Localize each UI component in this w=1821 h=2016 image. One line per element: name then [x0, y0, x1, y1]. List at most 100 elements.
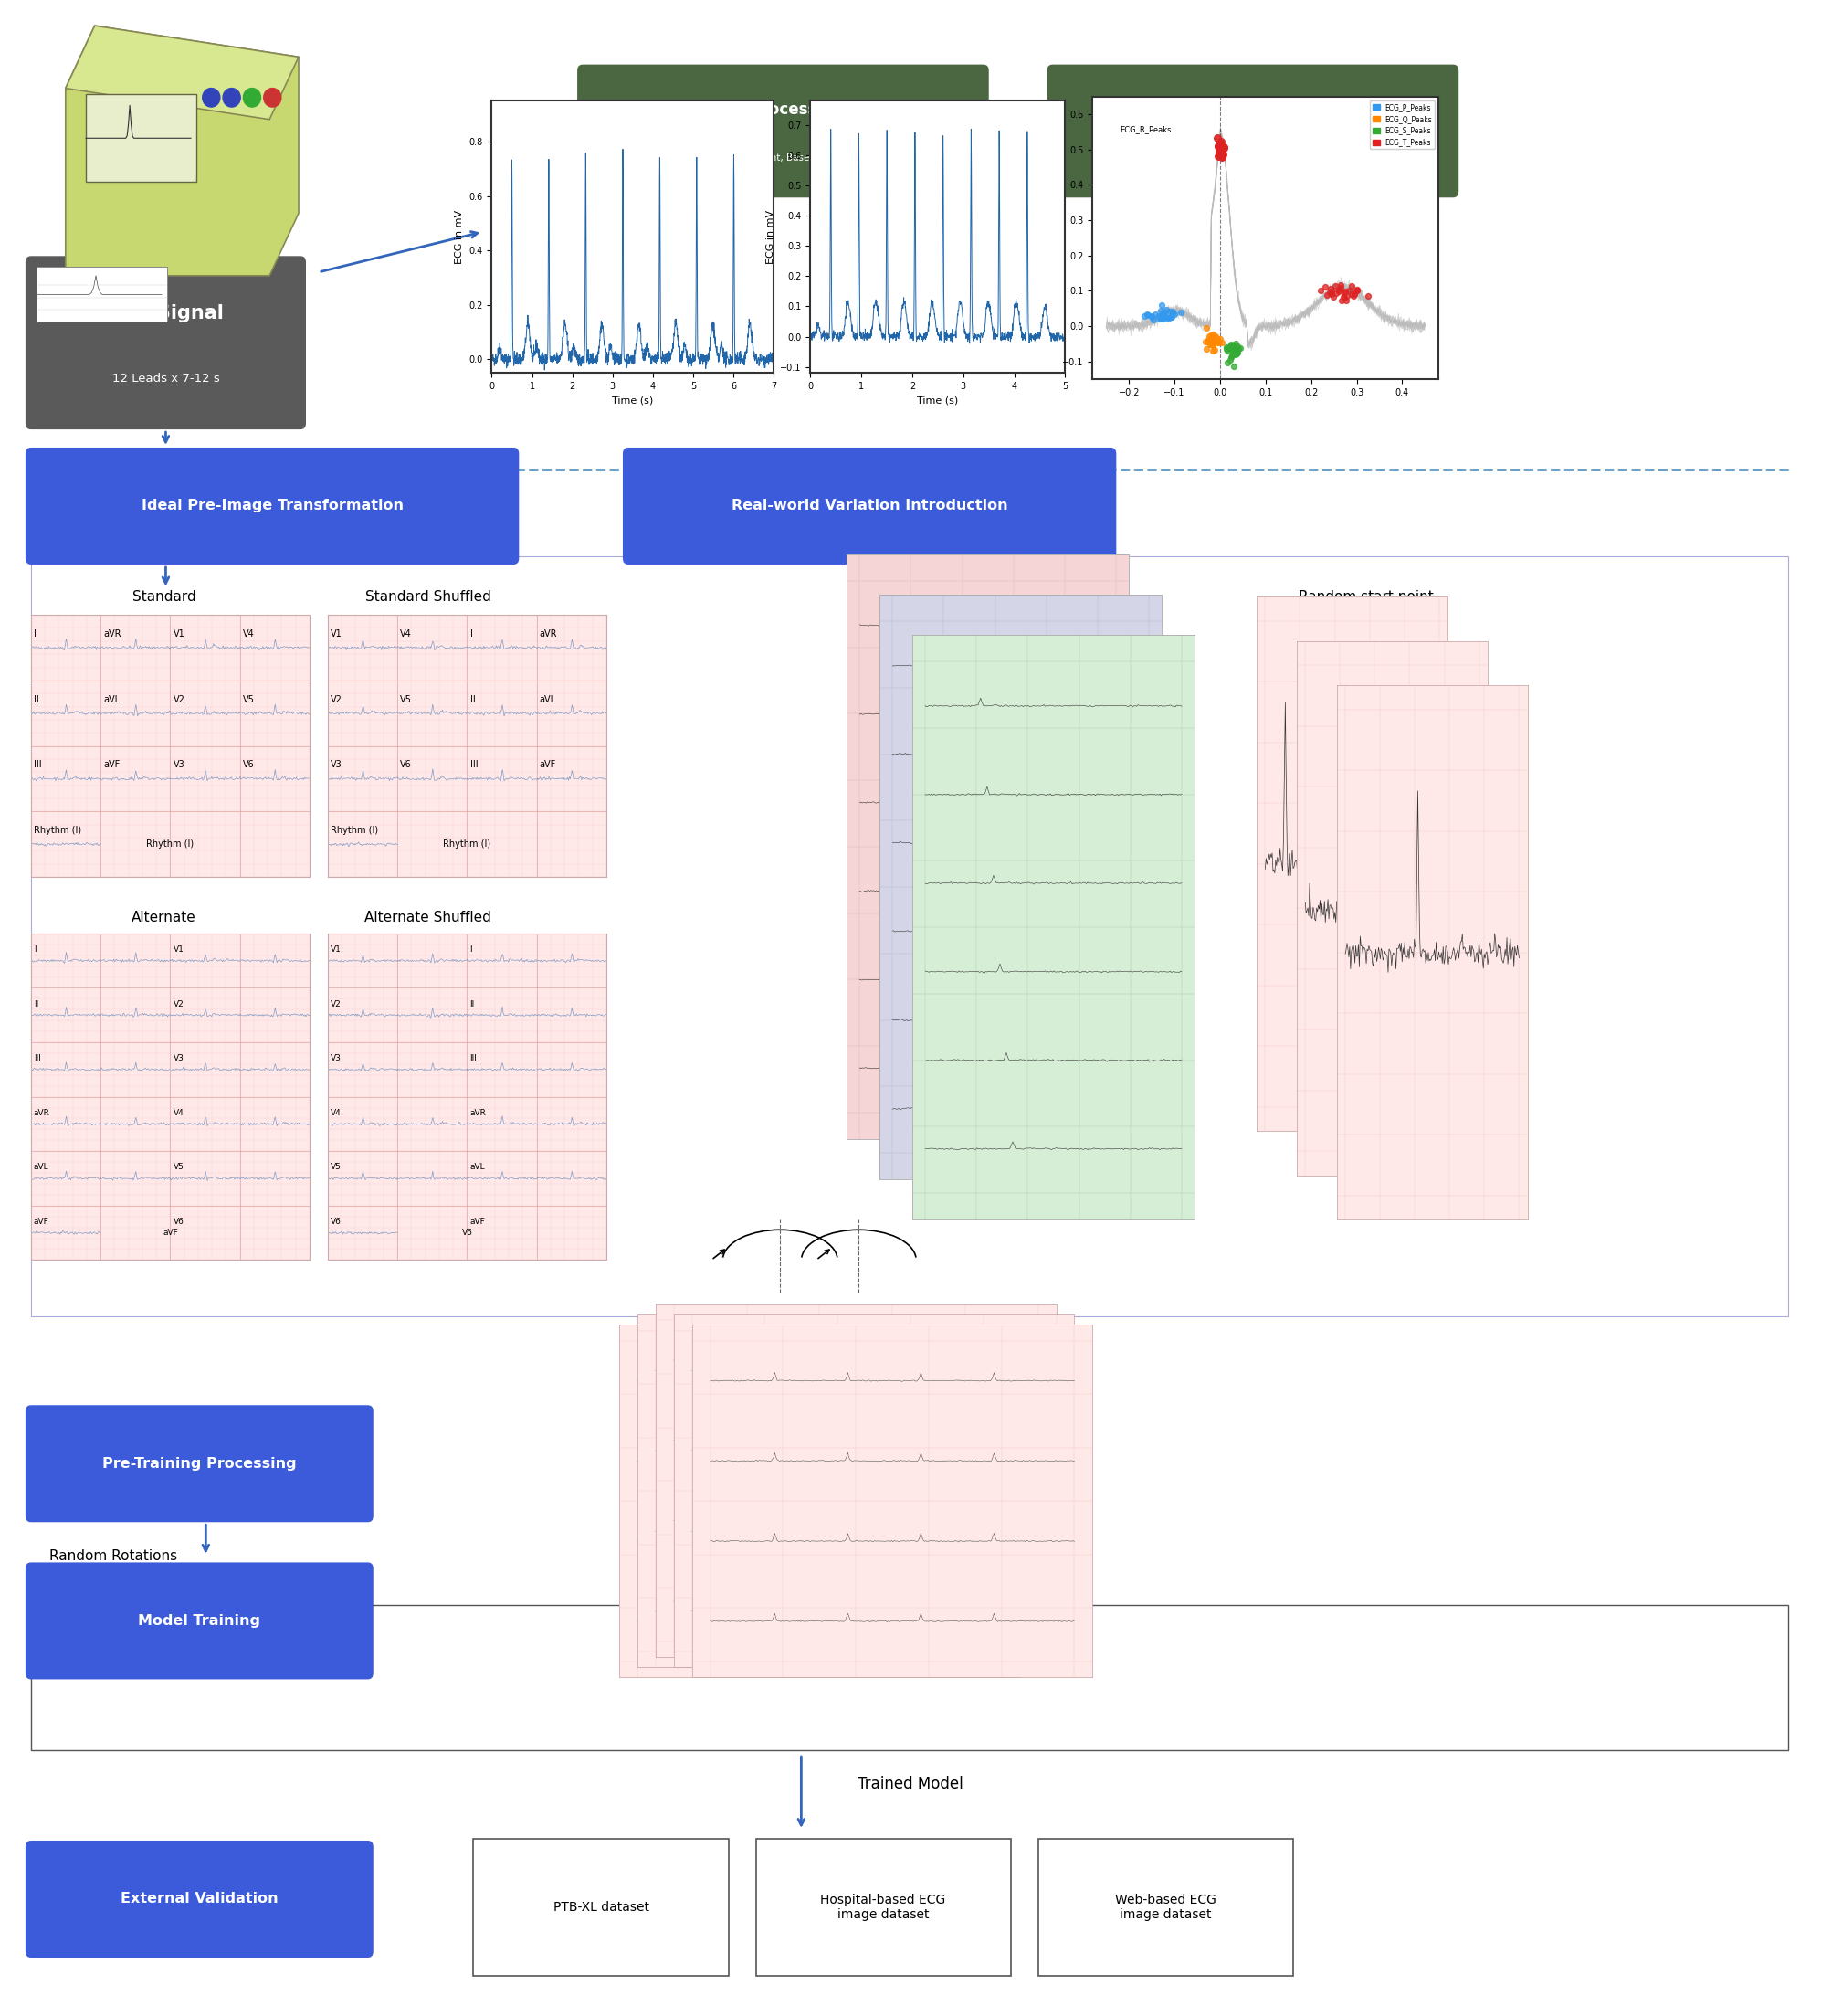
Text: Real-world Variation Introduction: Real-world Variation Introduction	[732, 500, 1007, 512]
Text: aVF: aVF	[35, 1218, 49, 1226]
Point	[1155, 302, 1184, 335]
Point	[1216, 329, 1246, 361]
Text: V2: V2	[173, 696, 184, 704]
Text: V1: V1	[173, 946, 184, 954]
Point	[1204, 129, 1233, 161]
Point	[1326, 272, 1355, 304]
Point	[1220, 339, 1249, 371]
Point	[1324, 276, 1353, 308]
Point	[1313, 278, 1342, 310]
Text: I: I	[470, 629, 472, 639]
Point	[1342, 274, 1371, 306]
Text: V1: V1	[331, 946, 341, 954]
Point	[1202, 327, 1231, 359]
Text: aVF: aVF	[539, 760, 555, 770]
Point	[1204, 139, 1233, 171]
Point	[1222, 337, 1251, 369]
FancyBboxPatch shape	[756, 1839, 1011, 1976]
Point	[1222, 337, 1251, 369]
Circle shape	[202, 89, 220, 107]
Text: Resampling, QRS Alignment, Baseline Wander Correction: Resampling, QRS Alignment, Baseline Wand…	[646, 153, 920, 161]
FancyBboxPatch shape	[1038, 1839, 1293, 1976]
Point	[1147, 300, 1176, 333]
Text: RR Mean: 878ms  SD: 80ms      ST Mean: 166ms  SD: 11ms: RR Mean: 878ms SD: 80ms ST Mean: 166ms S…	[1120, 131, 1386, 139]
Point	[1204, 325, 1233, 357]
FancyBboxPatch shape	[1047, 65, 1459, 198]
FancyBboxPatch shape	[25, 1405, 373, 1522]
Point	[1333, 280, 1362, 312]
Text: 12 Leads x 7-12 s: 12 Leads x 7-12 s	[111, 373, 220, 385]
Legend: ECG_P_Peaks, ECG_Q_Peaks, ECG_S_Peaks, ECG_T_Peaks: ECG_P_Peaks, ECG_Q_Peaks, ECG_S_Peaks, E…	[1369, 101, 1435, 149]
Point	[1138, 300, 1167, 333]
Text: V5: V5	[242, 696, 255, 704]
Y-axis label: ECG in mV: ECG in mV	[767, 210, 776, 264]
Point	[1342, 274, 1371, 306]
Point	[1196, 319, 1226, 351]
Point	[1213, 347, 1242, 379]
Polygon shape	[36, 266, 168, 323]
Point	[1207, 327, 1236, 359]
FancyBboxPatch shape	[25, 1562, 373, 1679]
Text: aVL: aVL	[539, 696, 555, 704]
Point	[1337, 278, 1366, 310]
Text: V2: V2	[331, 1000, 341, 1008]
Polygon shape	[66, 26, 299, 119]
Point	[1206, 133, 1235, 165]
Point	[1200, 323, 1229, 355]
Point	[1147, 288, 1176, 321]
Text: V2: V2	[331, 696, 342, 704]
Point	[1329, 282, 1358, 314]
Point	[1216, 343, 1246, 375]
Text: ECG Signal: ECG Signal	[107, 304, 224, 323]
Point	[1198, 321, 1227, 353]
Point	[1206, 135, 1235, 167]
Point	[1340, 278, 1369, 310]
Point	[1198, 319, 1227, 351]
Point	[1198, 335, 1227, 367]
Point	[1224, 333, 1253, 365]
Text: aVF: aVF	[162, 1228, 178, 1238]
Point	[1213, 331, 1242, 363]
Text: Trained Model: Trained Model	[858, 1776, 963, 1792]
Point	[1337, 270, 1366, 302]
Point	[1324, 274, 1353, 306]
Point	[1149, 298, 1178, 331]
Point	[1134, 298, 1164, 331]
Text: V6: V6	[331, 1218, 341, 1226]
Text: aVR: aVR	[104, 629, 122, 639]
Point	[1156, 296, 1185, 329]
Point	[1215, 333, 1244, 365]
Point	[1216, 339, 1246, 371]
Point	[1224, 331, 1253, 363]
Text: I: I	[35, 629, 36, 639]
Point	[1213, 333, 1242, 365]
Point	[1165, 296, 1195, 329]
Point	[1213, 333, 1242, 365]
Point	[1198, 327, 1227, 359]
Text: Rhythm (I): Rhythm (I)	[146, 839, 195, 849]
Text: aVF: aVF	[104, 760, 120, 770]
Point	[1326, 270, 1355, 302]
Point	[1329, 276, 1358, 308]
Text: II: II	[470, 696, 475, 704]
X-axis label: Time (s): Time (s)	[918, 395, 958, 405]
Point	[1200, 321, 1229, 353]
Text: II: II	[35, 696, 38, 704]
Text: II: II	[35, 1000, 38, 1008]
Point	[1206, 125, 1235, 157]
Polygon shape	[66, 26, 299, 276]
Text: V5: V5	[331, 1163, 341, 1171]
Point	[1311, 270, 1340, 302]
Point	[1156, 300, 1185, 333]
Point	[1151, 300, 1180, 333]
Point	[1204, 129, 1233, 161]
Point	[1158, 296, 1187, 329]
Point	[1206, 327, 1235, 359]
Text: V6: V6	[242, 760, 255, 770]
Text: V1: V1	[331, 629, 342, 639]
Point	[1196, 329, 1226, 361]
Text: III: III	[470, 1054, 477, 1062]
Point	[1215, 333, 1244, 365]
Point	[1335, 274, 1364, 306]
Point	[1328, 284, 1357, 317]
